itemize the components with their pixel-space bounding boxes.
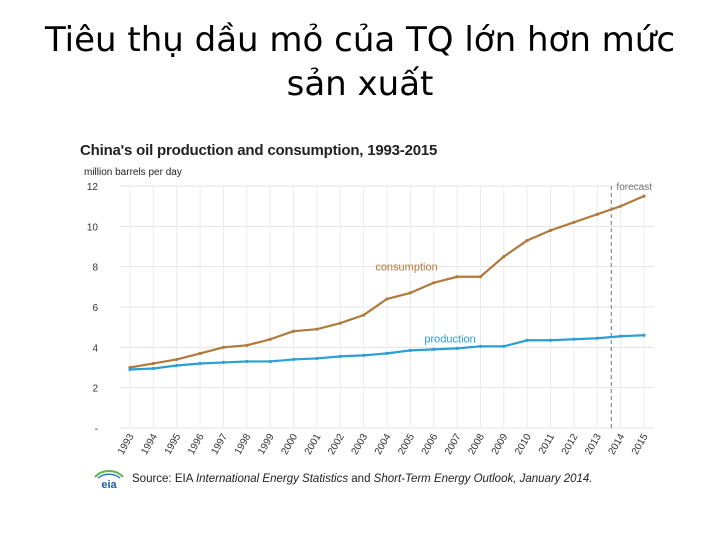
x-tick-label: 1999: [256, 432, 277, 457]
data-point-production: [525, 338, 529, 342]
x-tick-label: 2010: [513, 432, 534, 457]
data-point-consumption: [408, 291, 412, 295]
x-tick-label: 2004: [373, 432, 394, 457]
x-tick-label: 1996: [186, 432, 207, 457]
x-tick-label: 1997: [209, 432, 230, 457]
data-point-production: [198, 361, 202, 366]
source-middle: and: [351, 473, 371, 485]
series-label-production: production: [424, 333, 475, 345]
eia-logo: eia: [94, 470, 124, 490]
x-tick-label: 2012: [560, 432, 581, 457]
data-point-production: [432, 347, 436, 351]
data-point-consumption: [338, 321, 342, 325]
data-point-consumption: [198, 351, 202, 355]
slide-title: Tiêu thụ dầu mỏ của TQ lớn hơn mức sản x…: [0, 18, 720, 106]
slide-title-line-1: Tiêu thụ dầu mỏ của TQ lớn hơn mức: [44, 20, 676, 60]
chart-container: -2 4 6 8 10 12 1993 1994 1995 1996 1997 1998 1999 200…: [70, 138, 670, 498]
data-point-consumption: [315, 327, 319, 331]
data-point-consumption: [478, 275, 483, 279]
series-label-consumption: consumption: [375, 262, 437, 274]
data-point-consumption: [432, 281, 436, 285]
chart-title: China's oil production and consumption, …: [80, 142, 438, 159]
source-note: eia Source: EIA International Energy Sta…: [92, 470, 652, 492]
data-point-consumption: [245, 343, 249, 347]
data-point-production: [572, 337, 576, 341]
source-italic-1: International Energy Statistics: [195, 473, 349, 485]
data-point-production: [619, 334, 623, 338]
data-point-production: [245, 359, 249, 364]
data-point-consumption: [385, 297, 389, 301]
data-point-production: [408, 348, 412, 352]
data-point-production: [595, 336, 599, 340]
slide-title-line-2: sản xuất: [286, 64, 434, 104]
data-point-production: [151, 366, 155, 371]
data-point-production: [385, 351, 389, 355]
forecast-label: forecast: [616, 182, 652, 193]
x-tick-label: 2014: [607, 432, 628, 457]
data-point-consumption: [525, 238, 529, 243]
data-point-consumption: [619, 204, 623, 208]
y-axis-unit-label: million barrels per day: [84, 167, 182, 178]
data-point-consumption: [572, 220, 576, 224]
x-tick-label: 2003: [350, 432, 371, 457]
y-tick-label: 6: [92, 303, 98, 314]
data-point-production: [268, 359, 272, 364]
x-tick-label: 2006: [420, 432, 441, 457]
y-tick-label: 2: [92, 384, 98, 395]
data-point-consumption: [221, 345, 226, 349]
x-tick-label: 2000: [279, 432, 300, 457]
data-point-consumption: [291, 329, 296, 333]
eia-logo-text: eia: [101, 479, 117, 490]
x-tick-label: 2009: [490, 432, 511, 457]
y-tick-label: 12: [87, 182, 99, 193]
x-tick-label: 2011: [537, 432, 557, 457]
data-point-consumption: [151, 361, 155, 366]
x-tick-label: 2008: [466, 432, 487, 457]
x-tick-label: 2013: [583, 432, 604, 457]
x-tick-label: 1994: [139, 432, 160, 457]
data-point-production: [548, 338, 553, 342]
y-tick-label: 8: [92, 263, 98, 274]
data-point-production: [315, 356, 319, 361]
x-tick-label: 2002: [326, 432, 347, 457]
data-point-production: [478, 344, 483, 348]
data-point-production: [175, 363, 179, 368]
source-text: Source: EIA International Energy Statist…: [132, 473, 593, 485]
x-tick-label: 1995: [163, 432, 184, 457]
data-point-production: [291, 357, 296, 362]
x-tick-label: 1993: [116, 432, 137, 457]
y-tick-label: 10: [87, 222, 99, 233]
source-prefix: Source: EIA: [132, 473, 193, 485]
data-point-production: [362, 353, 366, 357]
data-point-production: [642, 333, 646, 337]
data-point-production: [455, 346, 459, 350]
data-point-production: [502, 344, 506, 348]
source-italic-2: Short-Term Energy Outlook,: [373, 473, 517, 485]
data-point-consumption: [175, 357, 179, 362]
x-tick-label: 2015: [630, 432, 651, 457]
data-point-consumption: [362, 313, 366, 317]
data-point-production: [128, 367, 132, 372]
data-point-consumption: [642, 194, 646, 198]
x-tick-label: 1998: [233, 432, 254, 457]
source-suffix: January 2014.: [519, 473, 593, 485]
x-tick-label: 2005: [396, 432, 417, 457]
data-point-consumption: [502, 254, 506, 259]
y-tick-label: 4: [92, 343, 98, 354]
data-point-consumption: [595, 212, 599, 216]
data-point-production: [338, 354, 342, 359]
data-point-consumption: [268, 337, 272, 341]
x-tick-label: 2007: [443, 432, 464, 457]
data-point-consumption: [455, 275, 459, 279]
data-point-consumption: [548, 228, 553, 232]
x-tick-label: 2001: [303, 432, 324, 457]
y-tick-label: -: [95, 424, 98, 435]
data-point-production: [221, 360, 226, 365]
